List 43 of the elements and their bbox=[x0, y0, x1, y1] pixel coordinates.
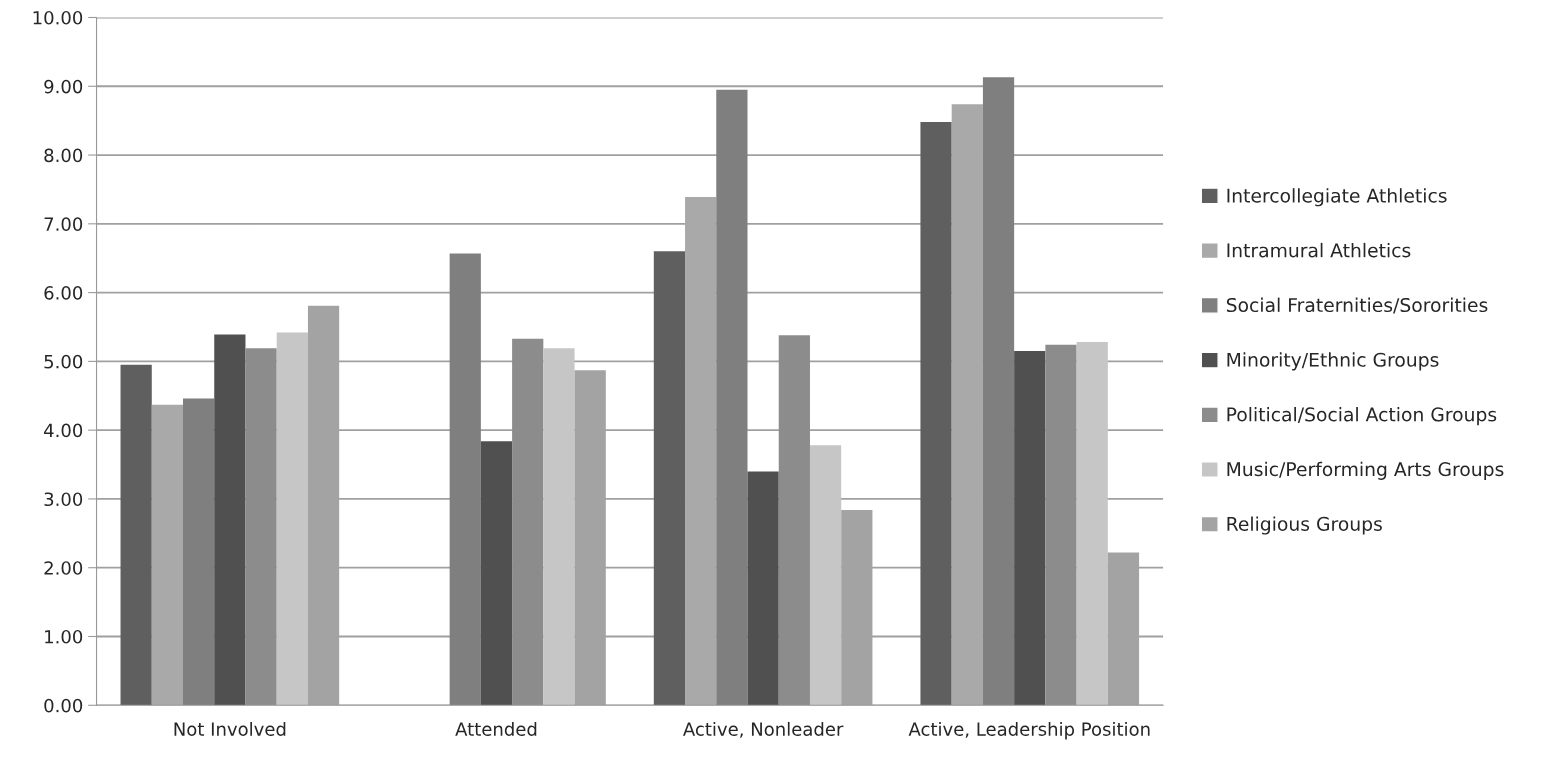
y-tick-label: 2.00 bbox=[44, 561, 83, 575]
x-tick-label: Active, Nonleader bbox=[683, 721, 844, 738]
legend-label: Social Fraternities/Sororities bbox=[1226, 297, 1488, 314]
bar bbox=[951, 104, 983, 706]
x-tick-label: Active, Leadership Position bbox=[908, 721, 1150, 740]
legend-label: Religious Groups bbox=[1227, 516, 1382, 535]
y-tick-label: 0.00 bbox=[44, 698, 83, 713]
bar bbox=[276, 332, 308, 706]
x-tick-label: Not Involved bbox=[174, 721, 286, 736]
bar bbox=[778, 335, 810, 706]
bar bbox=[920, 122, 952, 706]
x-tick-label: Attended bbox=[455, 721, 537, 736]
legend-label: Music/Performing Arts Groups bbox=[1227, 461, 1504, 480]
bar bbox=[716, 89, 748, 706]
legend-label: Political/Social Action Groups bbox=[1227, 407, 1497, 426]
y-tick-label: 8.00 bbox=[44, 148, 83, 163]
y-tick-label: 1.00 bbox=[45, 629, 83, 644]
y-tick-label: 10.00 bbox=[33, 10, 83, 25]
bar bbox=[120, 364, 152, 706]
bar bbox=[214, 334, 246, 706]
bar bbox=[449, 253, 481, 706]
bar bbox=[245, 348, 277, 706]
bar bbox=[809, 445, 842, 706]
legend-label: Minority/Ethnic Groups bbox=[1227, 352, 1439, 371]
y-tick-label: 9.00 bbox=[44, 79, 83, 94]
y-tick-label: 7.00 bbox=[44, 217, 83, 231]
bar bbox=[1045, 344, 1077, 706]
y-tick-label: 6.00 bbox=[44, 286, 83, 300]
bar bbox=[982, 77, 1015, 706]
bar bbox=[480, 441, 513, 706]
y-tick-label: 4.00 bbox=[44, 423, 83, 438]
bar bbox=[151, 404, 183, 706]
legend-label: Intramural Athletics bbox=[1227, 242, 1411, 258]
y-tick-label: 3.00 bbox=[44, 492, 83, 507]
legend-label: Intercollegiate Athletics bbox=[1227, 188, 1447, 207]
bar bbox=[1076, 342, 1108, 706]
bar bbox=[747, 471, 779, 706]
bar bbox=[653, 251, 686, 706]
y-tick-label: 5.00 bbox=[44, 354, 83, 369]
bar bbox=[183, 398, 215, 706]
bar bbox=[543, 348, 575, 706]
bar bbox=[1014, 351, 1046, 706]
bar bbox=[512, 338, 544, 706]
